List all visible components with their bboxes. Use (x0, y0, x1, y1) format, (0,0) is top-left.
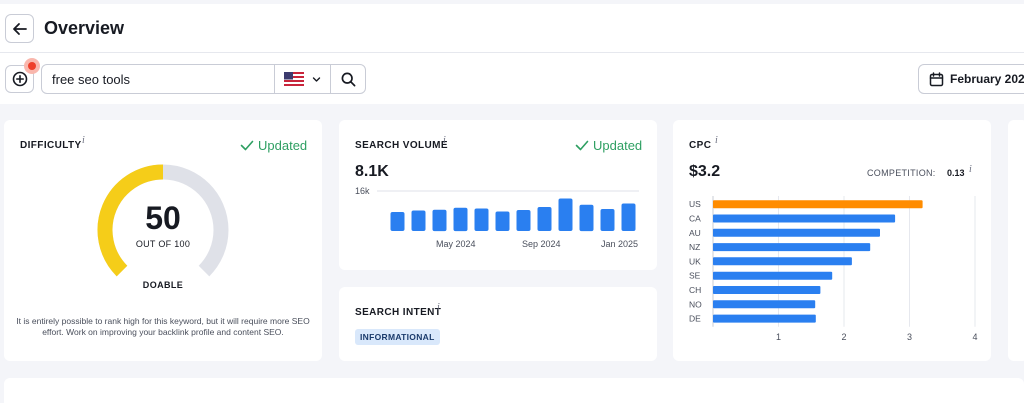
cpc-country-label: US (689, 199, 701, 209)
back-button[interactable] (5, 14, 34, 43)
header-divider (0, 52, 1024, 53)
cpc-country-label: DE (689, 314, 701, 324)
arrow-left-icon (12, 22, 27, 35)
competition-info-icon[interactable]: i (969, 164, 972, 175)
volume-bar[interactable] (432, 209, 447, 232)
cpc-bar[interactable] (713, 314, 816, 323)
cpc-bar[interactable] (713, 214, 896, 223)
cpc-info-icon[interactable]: i (715, 135, 718, 146)
cpc-country-label: NZ (689, 242, 700, 252)
cpc-by-country-chart: 1 2 3 4 US CA AU NZ UK SE CH NO DE (689, 196, 978, 342)
cpc-x-tick-label: 4 (972, 332, 977, 342)
volume-bar[interactable] (516, 210, 531, 231)
search-volume-updated-label: Updated (593, 138, 643, 153)
competition-label: COMPETITION: (867, 168, 936, 178)
difficulty-updated-label: Updated (258, 138, 308, 153)
volume-bar[interactable] (411, 210, 426, 232)
cpc-country-label: CH (689, 285, 701, 295)
volume-bar[interactable] (453, 207, 468, 232)
top-strip (0, 0, 1024, 4)
difficulty-card: DIFFICULTY i Updated 50 OUT OF 100 DOABL… (4, 120, 322, 361)
difficulty-out-of: OUT OF 100 (135, 239, 191, 249)
volume-bar[interactable] (558, 198, 573, 232)
search-volume-card: SEARCH VOLUME i Updated 8.1K 16k May 202… (339, 120, 657, 270)
cpc-country-label: SE (689, 271, 701, 281)
cpc-bar[interactable] (713, 200, 923, 209)
volume-x-label-3: Jan 2025 (601, 239, 639, 249)
search-volume-updated-status: Updated (575, 138, 642, 153)
volume-bar[interactable] (495, 211, 510, 232)
volume-x-label-1: May 2024 (436, 239, 476, 249)
intent-badge: INFORMATIONAL (355, 329, 440, 345)
volume-y-tick-label: 16k (355, 186, 370, 196)
cpc-bar[interactable] (713, 243, 871, 252)
check-icon (575, 140, 589, 151)
cpc-country-label: UK (689, 256, 701, 266)
calendar-icon (929, 71, 944, 86)
difficulty-level: DOABLE (142, 280, 184, 290)
us-flag-icon (284, 72, 304, 86)
volume-bar[interactable] (474, 208, 489, 232)
volume-bar[interactable] (579, 204, 594, 232)
difficulty-info-icon[interactable]: i (82, 135, 85, 146)
plus-circle-icon (12, 71, 27, 87)
country-selector[interactable] (274, 65, 330, 93)
date-picker-button[interactable]: February 2025 (918, 64, 1024, 94)
search-button[interactable] (330, 65, 365, 93)
cpc-value: $3.2 (689, 163, 721, 180)
difficulty-description: It is entirely possible to rank high for… (16, 316, 310, 337)
difficulty-value: 50 (145, 200, 181, 236)
cpc-bar[interactable] (713, 300, 816, 309)
cpc-x-tick-label: 2 (841, 332, 846, 342)
search-volume-title: SEARCH VOLUME (355, 140, 448, 151)
check-icon (240, 140, 254, 151)
search-bar (41, 64, 366, 94)
difficulty-updated-status: Updated (240, 138, 307, 153)
chevron-down-icon (312, 76, 321, 82)
cpc-country-label: NO (689, 299, 702, 309)
volume-bar[interactable] (600, 209, 615, 231)
search-input[interactable] (42, 65, 274, 93)
cpc-title: CPC (689, 140, 712, 151)
search-volume-chart (377, 190, 639, 232)
cpc-card: CPC i $3.2 COMPETITION: 0.13 i 1 2 3 4 US CA A… (673, 120, 991, 361)
difficulty-title: DIFFICULTY (20, 140, 82, 151)
cpc-country-label: AU (689, 228, 701, 238)
cpc-x-tick-label: 1 (776, 332, 781, 342)
volume-x-label-2: Sep 2024 (522, 239, 561, 249)
cpc-bar[interactable] (713, 257, 852, 266)
search-intent-info-icon[interactable]: i (437, 302, 440, 313)
partial-card-bottom (4, 378, 1024, 403)
difficulty-gauge (97, 164, 229, 277)
cpc-bar[interactable] (713, 271, 833, 280)
volume-bar[interactable] (621, 203, 636, 232)
search-intent-card: SEARCH INTENT i INFORMATIONAL (339, 287, 657, 361)
page-title: Overview (44, 18, 125, 38)
search-intent-title: SEARCH INTENT (355, 307, 442, 318)
competition-value: 0.13 (947, 168, 965, 178)
cpc-x-tick-label: 3 (907, 332, 912, 342)
volume-bar[interactable] (390, 212, 405, 231)
search-volume-info-icon[interactable]: i (443, 135, 446, 146)
search-volume-value: 8.1K (355, 163, 389, 180)
gauge-fill (97, 164, 164, 277)
top-bar: Overview (0, 0, 1024, 104)
search-icon (341, 72, 355, 86)
cpc-country-label: CA (689, 213, 701, 223)
partial-card-right (1008, 120, 1024, 361)
cpc-bar[interactable] (713, 286, 821, 294)
cpc-bar[interactable] (713, 228, 880, 237)
volume-bar[interactable] (537, 207, 552, 231)
date-picker-label: February 2025 (950, 72, 1024, 86)
notification-dot (24, 58, 40, 74)
